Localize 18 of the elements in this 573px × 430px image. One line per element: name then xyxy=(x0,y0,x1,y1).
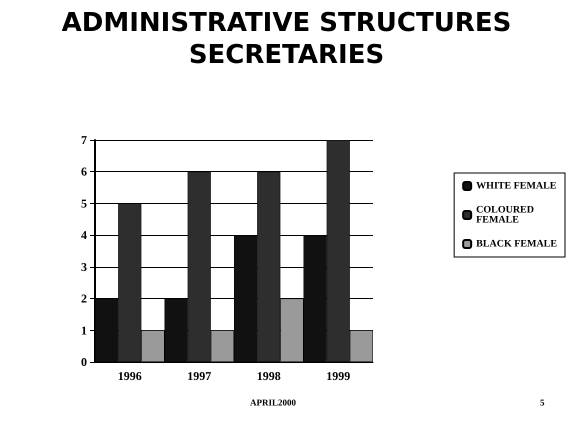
text: APRIL2000 xyxy=(250,398,296,408)
x-tick-label: 1999 xyxy=(326,369,350,383)
legend-label: BLACK FEMALE xyxy=(476,238,558,250)
y-tick-label: 7 xyxy=(81,133,87,147)
y-tick-label: 1 xyxy=(81,323,87,338)
x-tick-label: 1997 xyxy=(187,369,212,383)
y-tick-label: 3 xyxy=(81,260,87,274)
legend-label: WHITE FEMALE xyxy=(476,180,557,192)
y-tick-label: 0 xyxy=(81,355,87,369)
legend-label: COLOURED FEMALE xyxy=(476,204,536,226)
x-tick-label: 1998 xyxy=(256,369,281,383)
y-tick-label: 4 xyxy=(81,228,87,242)
x-tick-label: 1996 xyxy=(118,369,142,383)
y-tick-label: 6 xyxy=(81,164,87,179)
y-tick-label: 5 xyxy=(81,196,87,210)
text: 5 xyxy=(540,398,545,408)
y-tick-label: 2 xyxy=(81,292,87,306)
chart-title: ADMINISTRATIVE STRUCTURES SECRETARIES xyxy=(62,8,512,70)
